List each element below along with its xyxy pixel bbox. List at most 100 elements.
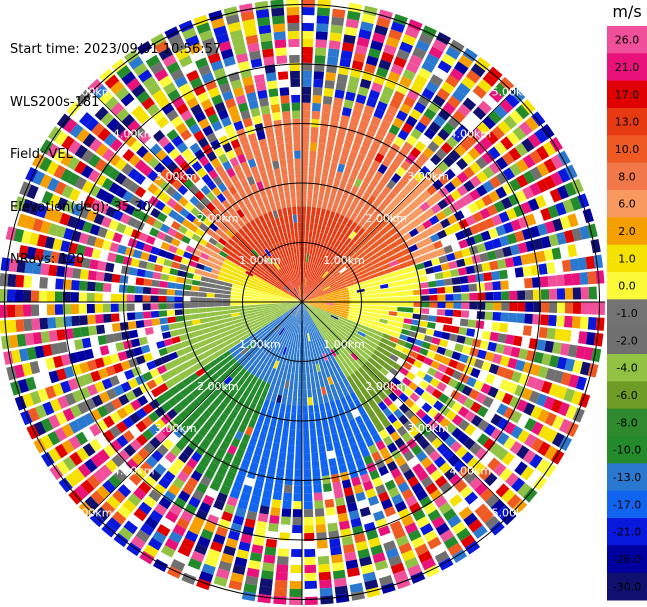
velocity-gate	[183, 314, 192, 321]
velocity-gate	[60, 168, 73, 183]
colorbar-tick-label: -6.0	[616, 389, 637, 402]
velocity-gate	[288, 174, 295, 184]
velocity-gate	[107, 252, 117, 263]
velocity-gate	[516, 399, 528, 413]
velocity-gate	[476, 405, 489, 418]
velocity-gate	[322, 103, 332, 113]
velocity-gate	[219, 250, 228, 259]
velocity-gate	[433, 114, 446, 128]
velocity-gate	[151, 279, 161, 287]
velocity-gate	[102, 148, 115, 162]
velocity-gate	[480, 383, 492, 395]
velocity-gate	[335, 373, 342, 382]
velocity-gate	[380, 337, 390, 345]
velocity-gate	[164, 361, 175, 371]
velocity-gate	[275, 135, 284, 145]
velocity-gate	[74, 484, 89, 500]
velocity-gate	[309, 142, 318, 152]
velocity-gate	[302, 286, 305, 295]
velocity-gate	[190, 410, 201, 421]
velocity-gate	[394, 474, 406, 486]
velocity-gate	[102, 429, 115, 443]
velocity-gate	[585, 255, 596, 270]
velocity-gate	[537, 409, 550, 423]
velocity-gate	[444, 435, 457, 448]
velocity-gate	[310, 323, 315, 332]
velocity-gate	[214, 298, 223, 302]
velocity-gate	[206, 287, 216, 293]
velocity-gate	[478, 100, 492, 115]
velocity-gate	[272, 23, 286, 33]
velocity-gate	[180, 129, 192, 141]
velocity-gate	[400, 328, 410, 336]
velocity-gate	[192, 433, 204, 444]
velocity-gate	[557, 168, 571, 183]
velocity-gate	[425, 81, 439, 94]
velocity-gate	[449, 39, 465, 54]
velocity-gate	[128, 267, 138, 276]
velocity-gate	[18, 244, 29, 259]
velocity-gate	[407, 165, 419, 177]
velocity-gate	[517, 302, 526, 312]
velocity-gate	[486, 250, 497, 261]
velocity-gate	[496, 504, 511, 520]
velocity-gate	[235, 255, 244, 263]
velocity-gate	[443, 244, 454, 254]
velocity-gate	[304, 317, 307, 326]
velocity-gate	[299, 294, 302, 302]
velocity-gate	[302, 317, 305, 326]
velocity-gate	[264, 258, 272, 267]
velocity-gate	[331, 285, 340, 291]
velocity-gate	[117, 449, 131, 463]
velocity-gate	[272, 410, 279, 419]
velocity-gate	[520, 336, 531, 348]
velocity-gate	[215, 568, 230, 580]
velocity-gate	[142, 403, 154, 415]
velocity-gate	[465, 215, 477, 226]
velocity-gate	[234, 430, 244, 441]
velocity-gate	[283, 321, 289, 329]
velocity-gate	[248, 50, 262, 61]
velocity-gate	[78, 206, 90, 220]
velocity-gate	[402, 205, 413, 216]
velocity-gate	[222, 362, 231, 372]
velocity-gate	[220, 553, 234, 564]
velocity-gate	[347, 355, 356, 364]
velocity-gate	[511, 477, 526, 493]
velocity-gate	[207, 414, 218, 425]
velocity-gate	[160, 241, 171, 251]
velocity-gate	[268, 319, 277, 326]
velocity-gate	[86, 383, 99, 397]
velocity-gate	[260, 389, 268, 399]
velocity-gate	[309, 304, 317, 309]
velocity-gate	[495, 224, 507, 237]
velocity-gate	[171, 261, 181, 269]
velocity-gate	[249, 345, 257, 353]
velocity-gate	[538, 327, 548, 339]
velocity-gate	[96, 449, 110, 463]
velocity-gate	[294, 278, 298, 287]
velocity-gate	[195, 509, 208, 521]
velocity-gate	[271, 253, 278, 262]
velocity-gate	[86, 235, 97, 247]
velocity-gate	[315, 330, 321, 339]
velocity-gate	[154, 333, 164, 342]
velocity-gate	[269, 514, 280, 525]
velocity-gate	[174, 289, 183, 296]
velocity-gate	[498, 269, 508, 280]
velocity-gate	[166, 109, 179, 122]
velocity-gate	[312, 364, 317, 373]
velocity-gate	[23, 275, 33, 288]
velocity-gate	[379, 447, 390, 458]
velocity-gate	[293, 262, 297, 271]
velocity-gate	[30, 290, 40, 302]
velocity-gate	[294, 302, 302, 305]
velocity-gate	[217, 401, 228, 412]
velocity-gate	[415, 408, 427, 420]
velocity-gate	[344, 453, 354, 464]
velocity-gate	[61, 184, 74, 199]
velocity-gate	[397, 302, 406, 307]
velocity-gate	[363, 246, 373, 255]
velocity-gate	[305, 317, 309, 326]
velocity-gate	[234, 231, 243, 240]
